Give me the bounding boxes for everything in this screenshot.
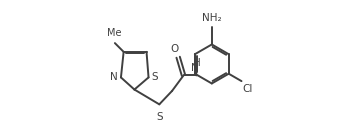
Text: O: O xyxy=(170,44,178,54)
Text: Cl: Cl xyxy=(242,84,252,95)
Text: S: S xyxy=(151,72,158,82)
Text: N: N xyxy=(191,63,199,73)
Text: NH₂: NH₂ xyxy=(202,13,222,23)
Text: S: S xyxy=(156,112,163,122)
Text: H: H xyxy=(193,58,201,68)
Text: N: N xyxy=(110,72,118,82)
Text: Me: Me xyxy=(107,28,121,38)
